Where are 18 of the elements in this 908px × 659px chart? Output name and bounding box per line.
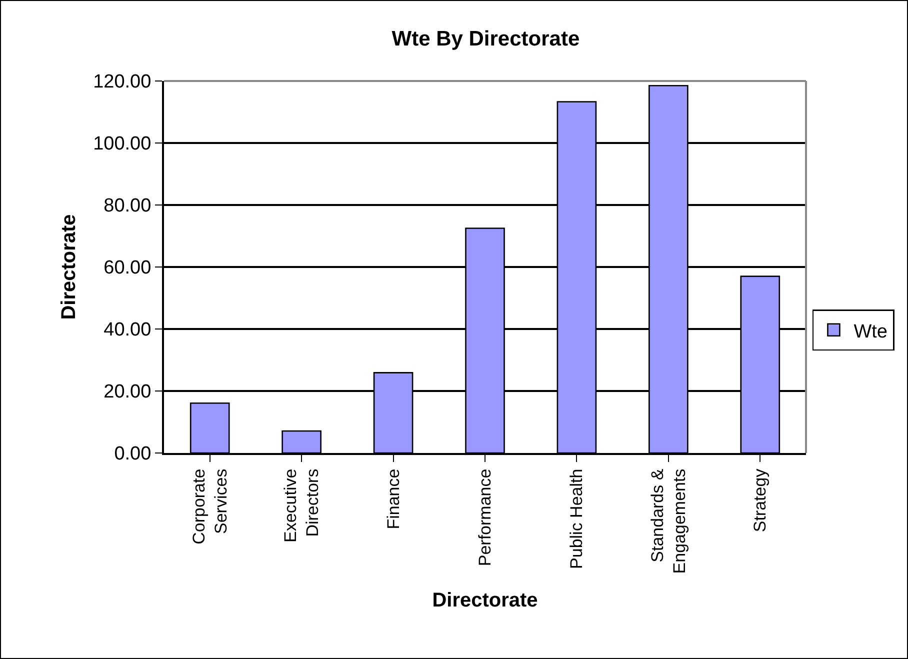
x-tick-label: Finance xyxy=(384,468,403,530)
x-tick-label: Performance xyxy=(476,468,495,566)
x-axis-title: Directorate xyxy=(432,590,538,612)
x-tick-label: Public Health xyxy=(567,468,586,569)
y-tick-label: 20.00 xyxy=(104,382,152,403)
legend-label: Wte xyxy=(854,321,888,342)
y-axis-title: Directorate xyxy=(58,214,80,320)
x-tick-label: Corporate Services xyxy=(189,468,230,544)
y-tick-label: 60.00 xyxy=(104,258,152,279)
y-tick-label: 0.00 xyxy=(114,444,152,465)
chart-title: Wte By Directorate xyxy=(392,27,580,50)
y-tick-label: 80.00 xyxy=(104,196,152,217)
x-tick-label: Strategy xyxy=(750,468,770,532)
y-tick-label: 120.00 xyxy=(93,72,152,93)
y-tick-label: 40.00 xyxy=(104,320,152,341)
y-tick-label: 100.00 xyxy=(93,134,152,155)
x-tick-label: Standards & Engagements xyxy=(648,468,690,574)
x-tick-label: Executive Directors xyxy=(281,468,322,543)
